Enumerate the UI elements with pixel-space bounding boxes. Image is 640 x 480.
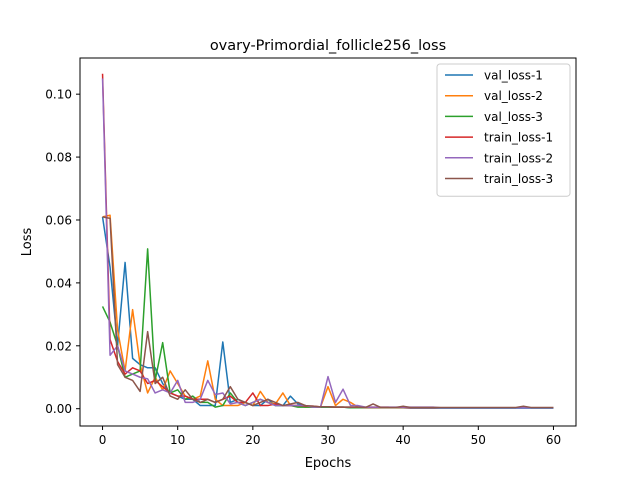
x-tick-label: 20 <box>245 433 260 447</box>
y-tick-label: 0.06 <box>45 213 72 227</box>
y-tick-label: 0.10 <box>45 88 72 102</box>
y-tick-label: 0.02 <box>45 339 72 353</box>
series-line-train_loss-3 <box>102 216 554 409</box>
x-tick-label: 60 <box>546 433 561 447</box>
x-tick-label: 10 <box>170 433 185 447</box>
y-tick-label: 0.08 <box>45 151 72 165</box>
legend: val_loss-1 val_loss-2 val_loss-3 train_loss… <box>436 63 571 197</box>
x-tick-label: 40 <box>396 433 411 447</box>
legend-label-val_loss-3: val_loss-3 <box>484 110 543 124</box>
legend-label-train_loss-1: train_loss-1 <box>484 131 553 145</box>
y-axis-label: Loss <box>20 228 35 257</box>
legend-label-train_loss-2: train_loss-2 <box>484 151 553 165</box>
x-axis-label: Epochs <box>305 456 352 471</box>
legend-label-train_loss-3: train_loss-3 <box>484 172 553 186</box>
x-tick-label: 50 <box>471 433 486 447</box>
legend-label-val_loss-1: val_loss-1 <box>484 69 543 83</box>
x-tick-label: 0 <box>99 433 107 447</box>
series-layer <box>101 73 554 409</box>
x-axis-ticks: 0 10 20 30 40 50 60 <box>99 426 561 447</box>
y-axis-ticks: 0.00 0.02 0.04 0.06 0.08 0.10 <box>45 88 80 416</box>
y-tick-label: 0.00 <box>45 402 72 416</box>
y-tick-label: 0.04 <box>45 276 72 290</box>
chart-title: ovary-Primordial_follicle256_loss <box>210 38 446 54</box>
legend-box <box>436 63 571 197</box>
x-tick-label: 30 <box>320 433 335 447</box>
legend-label-val_loss-2: val_loss-2 <box>484 89 543 103</box>
